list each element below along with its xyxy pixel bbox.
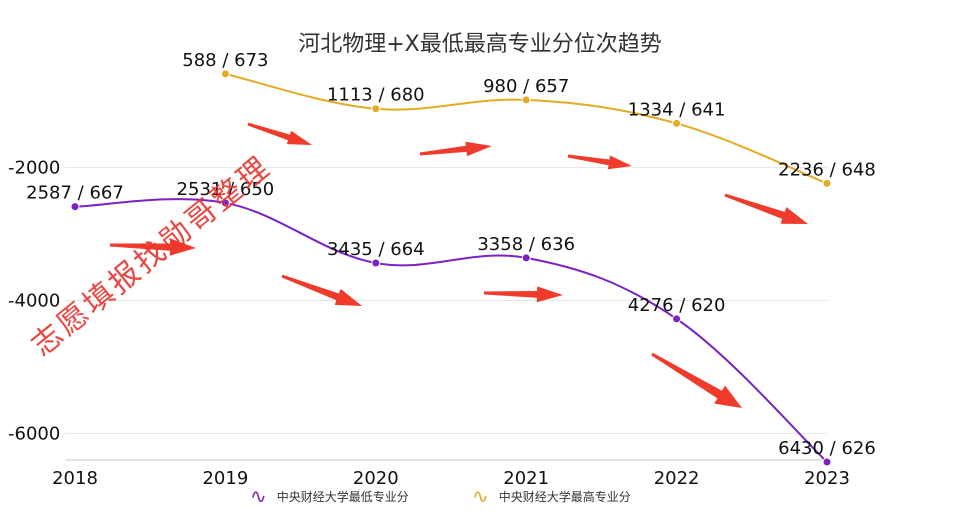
legend-line-icon: ∿: [472, 484, 489, 508]
series-line-0: [74, 198, 828, 463]
data-label: 1113 / 680: [327, 85, 425, 106]
data-label: 2236 / 648: [778, 159, 876, 180]
legend-label-min: 中央财经大学最低专业分: [276, 489, 409, 504]
data-label: 3358 / 636: [477, 234, 575, 255]
data-point: [70, 202, 80, 212]
x-tick-label: 2020: [353, 468, 399, 489]
data-point: [822, 178, 832, 188]
data-label: 1334 / 641: [628, 99, 726, 120]
data-label: 2587 / 667: [26, 183, 124, 204]
y-tick-label: -6000: [8, 423, 60, 444]
data-point: [822, 457, 832, 467]
data-label: 6430 / 626: [778, 438, 876, 459]
trend-arrow: [567, 154, 632, 170]
data-point: [672, 118, 682, 128]
data-point: [371, 258, 381, 268]
data-label: 588 / 673: [182, 50, 268, 71]
trend-arrow: [724, 193, 808, 224]
data-label: 2531 / 650: [177, 179, 275, 200]
x-tick-label: 2023: [804, 468, 850, 489]
data-point: [371, 104, 381, 114]
trend-arrow: [651, 352, 742, 408]
data-point: [220, 69, 230, 79]
x-tick-label: 2022: [654, 468, 700, 489]
y-tick-label: -2000: [8, 158, 60, 179]
chart-legend: ∿ 中央财经大学最低专业分 ∿ 中央财经大学最高专业分: [0, 486, 960, 508]
data-point: [672, 314, 682, 324]
x-tick-label: 2018: [52, 468, 98, 489]
data-point: [220, 198, 230, 208]
data-label: 980 / 657: [483, 76, 569, 97]
y-tick-label: -4000: [8, 291, 60, 312]
legend-label-max: 中央财经大学最高专业分: [498, 489, 631, 504]
chart-title: 河北物理+X最低最高专业分位次趋势: [298, 32, 662, 57]
data-point: [521, 253, 531, 263]
trend-arrow: [281, 274, 362, 306]
legend-item-max[interactable]: ∿ 中央财经大学最高专业分: [472, 486, 631, 506]
trend-arrow: [109, 238, 196, 256]
data-label: 4276 / 620: [628, 295, 726, 316]
data-point: [521, 95, 531, 105]
data-label: 3435 / 664: [327, 239, 425, 260]
x-tick-label: 2021: [503, 468, 549, 489]
x-tick-label: 2019: [202, 468, 248, 489]
trend-arrow: [419, 141, 492, 157]
trend-arrow: [247, 122, 312, 145]
legend-item-min[interactable]: ∿ 中央财经大学最低专业分: [250, 486, 409, 506]
trend-arrow: [484, 286, 563, 303]
legend-line-icon: ∿: [250, 484, 267, 508]
